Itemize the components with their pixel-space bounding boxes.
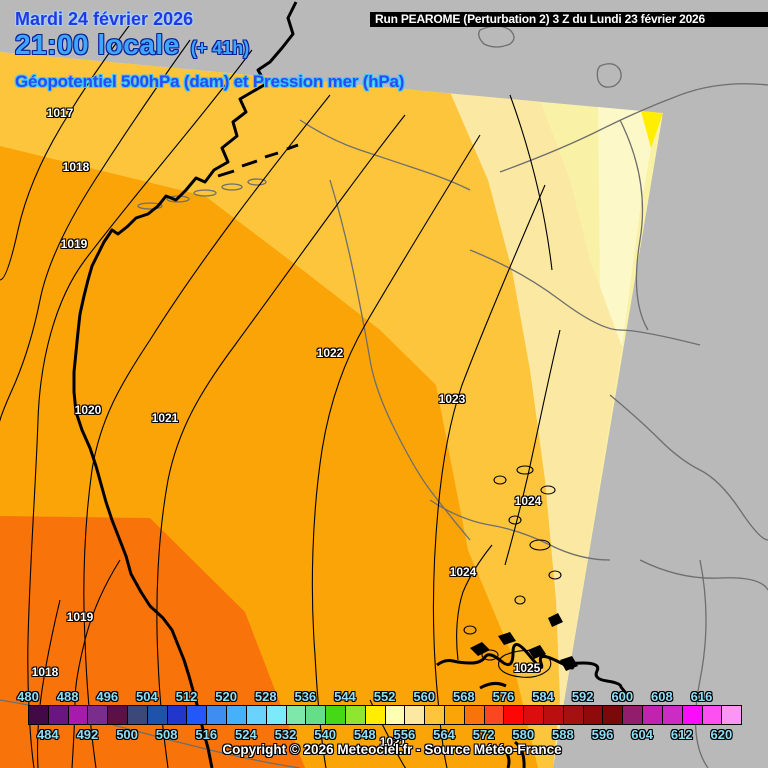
valid-time: 21:00 locale (+ 41h) bbox=[15, 29, 249, 61]
valid-time-label: 21:00 locale bbox=[15, 29, 180, 60]
coastline bbox=[72, 1, 631, 768]
parameter-title: Géopotentiel 500hPa (dam) et Pression me… bbox=[15, 72, 405, 91]
isobars bbox=[0, 17, 562, 768]
run-info-banner: Run PEAROME (Perturbation 2) 3 Z du Lund… bbox=[370, 12, 768, 27]
date-label: Mardi 24 février 2026 bbox=[15, 9, 194, 29]
copyright-label: Copyright © 2026 Meteociel.fr - Source M… bbox=[222, 742, 562, 757]
forecast-offset-label: (+ 41h) bbox=[190, 38, 250, 58]
terrain-marks bbox=[470, 613, 578, 671]
country-borders bbox=[0, 25, 768, 768]
